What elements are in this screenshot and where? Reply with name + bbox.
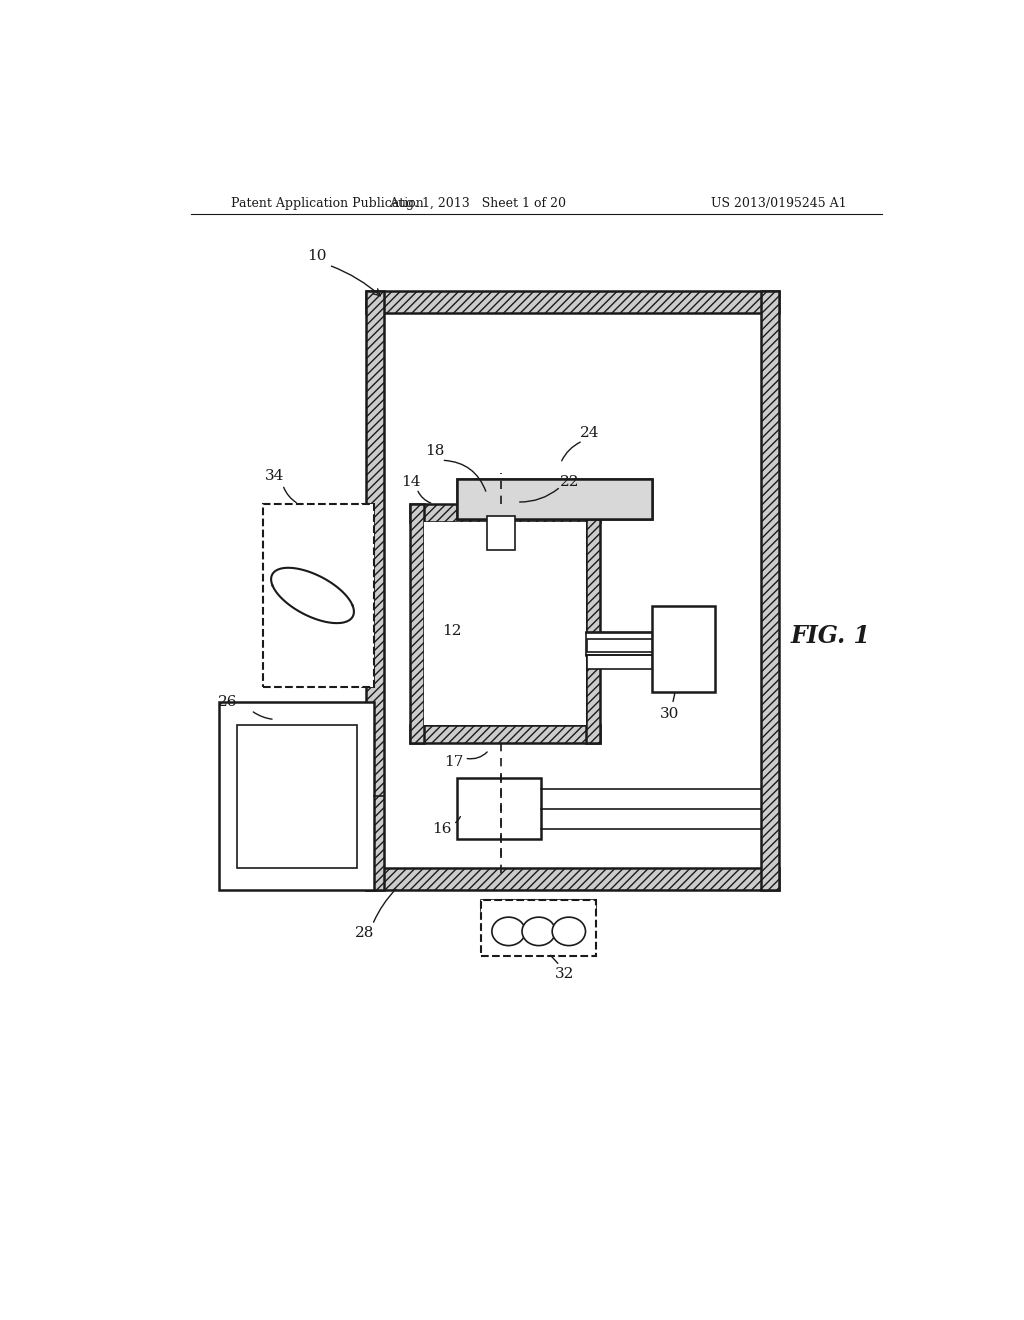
Bar <box>486 516 515 549</box>
Bar <box>761 290 778 890</box>
Bar <box>458 479 652 519</box>
Bar <box>410 725 600 743</box>
Text: 34: 34 <box>265 469 285 483</box>
Ellipse shape <box>552 917 586 945</box>
Text: 26: 26 <box>218 696 238 709</box>
Bar <box>652 606 715 692</box>
Bar <box>367 867 778 890</box>
Bar <box>367 290 384 890</box>
Bar <box>587 656 652 669</box>
Bar <box>424 523 586 725</box>
Bar <box>367 290 778 313</box>
Bar <box>458 779 541 840</box>
Bar <box>263 504 374 686</box>
Text: 32: 32 <box>555 966 574 981</box>
Text: 17: 17 <box>443 755 463 770</box>
Text: 14: 14 <box>400 475 420 488</box>
Bar <box>586 504 600 743</box>
Text: 24: 24 <box>581 426 600 440</box>
Bar <box>410 504 600 523</box>
Bar <box>481 900 596 911</box>
Bar <box>458 479 652 519</box>
Text: Aug. 1, 2013   Sheet 1 of 20: Aug. 1, 2013 Sheet 1 of 20 <box>389 197 565 210</box>
Text: US 2013/0195245 A1: US 2013/0195245 A1 <box>711 197 847 210</box>
Text: 22: 22 <box>560 475 580 488</box>
Ellipse shape <box>522 917 555 945</box>
Text: 18: 18 <box>425 444 444 458</box>
Bar <box>219 702 374 890</box>
Ellipse shape <box>492 917 525 945</box>
Text: 10: 10 <box>307 249 327 263</box>
Text: 12: 12 <box>442 624 462 638</box>
Bar <box>384 313 761 867</box>
Bar <box>410 504 424 743</box>
Text: 28: 28 <box>354 925 374 940</box>
Text: FIG. 1: FIG. 1 <box>791 624 870 648</box>
Bar <box>586 632 652 656</box>
Text: 16: 16 <box>432 822 452 837</box>
Bar <box>587 639 652 652</box>
Text: Patent Application Publication: Patent Application Publication <box>231 197 424 210</box>
Bar <box>481 900 596 956</box>
Text: 30: 30 <box>659 708 679 721</box>
Bar <box>362 504 374 686</box>
Bar <box>237 725 356 867</box>
